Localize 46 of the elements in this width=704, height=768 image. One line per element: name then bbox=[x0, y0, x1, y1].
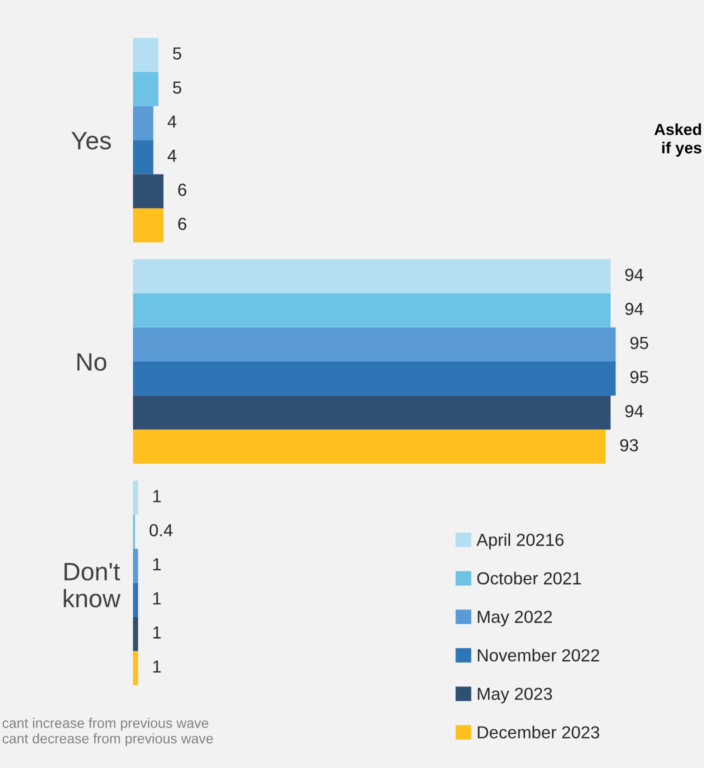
bar bbox=[133, 616, 138, 652]
legend-label: May 2023 bbox=[478, 688, 552, 704]
bar bbox=[133, 651, 138, 686]
data-label: 5 bbox=[172, 48, 182, 60]
bar bbox=[133, 430, 606, 464]
data-label: 5 bbox=[172, 82, 182, 94]
bar bbox=[133, 72, 158, 106]
bar bbox=[133, 140, 154, 174]
data-label: 1 bbox=[153, 490, 161, 502]
legend-label: November 2022 bbox=[478, 648, 600, 662]
data-label: 94 bbox=[625, 268, 644, 281]
bar bbox=[133, 38, 158, 72]
data-label: 6 bbox=[178, 184, 186, 196]
bar bbox=[133, 174, 164, 208]
legend-label: October 2021 bbox=[477, 572, 581, 584]
data-label: 4 bbox=[168, 150, 176, 162]
bar bbox=[133, 548, 138, 583]
data-label: 94 bbox=[625, 404, 644, 418]
legend-label: December 2023 bbox=[478, 726, 600, 738]
text: Asked if yes bbox=[654, 123, 702, 157]
bar bbox=[133, 293, 611, 328]
data-label: 95 bbox=[630, 336, 648, 350]
bar bbox=[133, 327, 616, 362]
data-label: 1 bbox=[153, 558, 161, 570]
data-label: 0.4 bbox=[150, 524, 173, 536]
bar bbox=[133, 582, 138, 617]
bar bbox=[133, 106, 154, 140]
bar bbox=[133, 362, 616, 396]
data-label: 1 bbox=[153, 660, 161, 673]
legend-label: April 20216 bbox=[476, 533, 564, 550]
bar bbox=[133, 208, 164, 242]
data-label: 4 bbox=[168, 116, 176, 128]
bar bbox=[133, 480, 138, 515]
data-label: 94 bbox=[625, 302, 644, 316]
text: cant increase from previous wave cant decrease from previous wave bbox=[2, 718, 213, 746]
data-label: 1 bbox=[153, 592, 161, 604]
data-label: 93 bbox=[620, 439, 638, 452]
y-tick-label: Yes bbox=[71, 132, 111, 150]
data-label: 95 bbox=[630, 370, 648, 384]
data-label: 1 bbox=[153, 626, 161, 638]
y-tick-label: No bbox=[77, 353, 106, 371]
data-label: 6 bbox=[178, 218, 186, 230]
legend-label: May 2022 bbox=[478, 610, 552, 626]
bar bbox=[133, 396, 611, 430]
y-tick-label: Don't know bbox=[64, 563, 121, 608]
bar bbox=[133, 259, 611, 294]
